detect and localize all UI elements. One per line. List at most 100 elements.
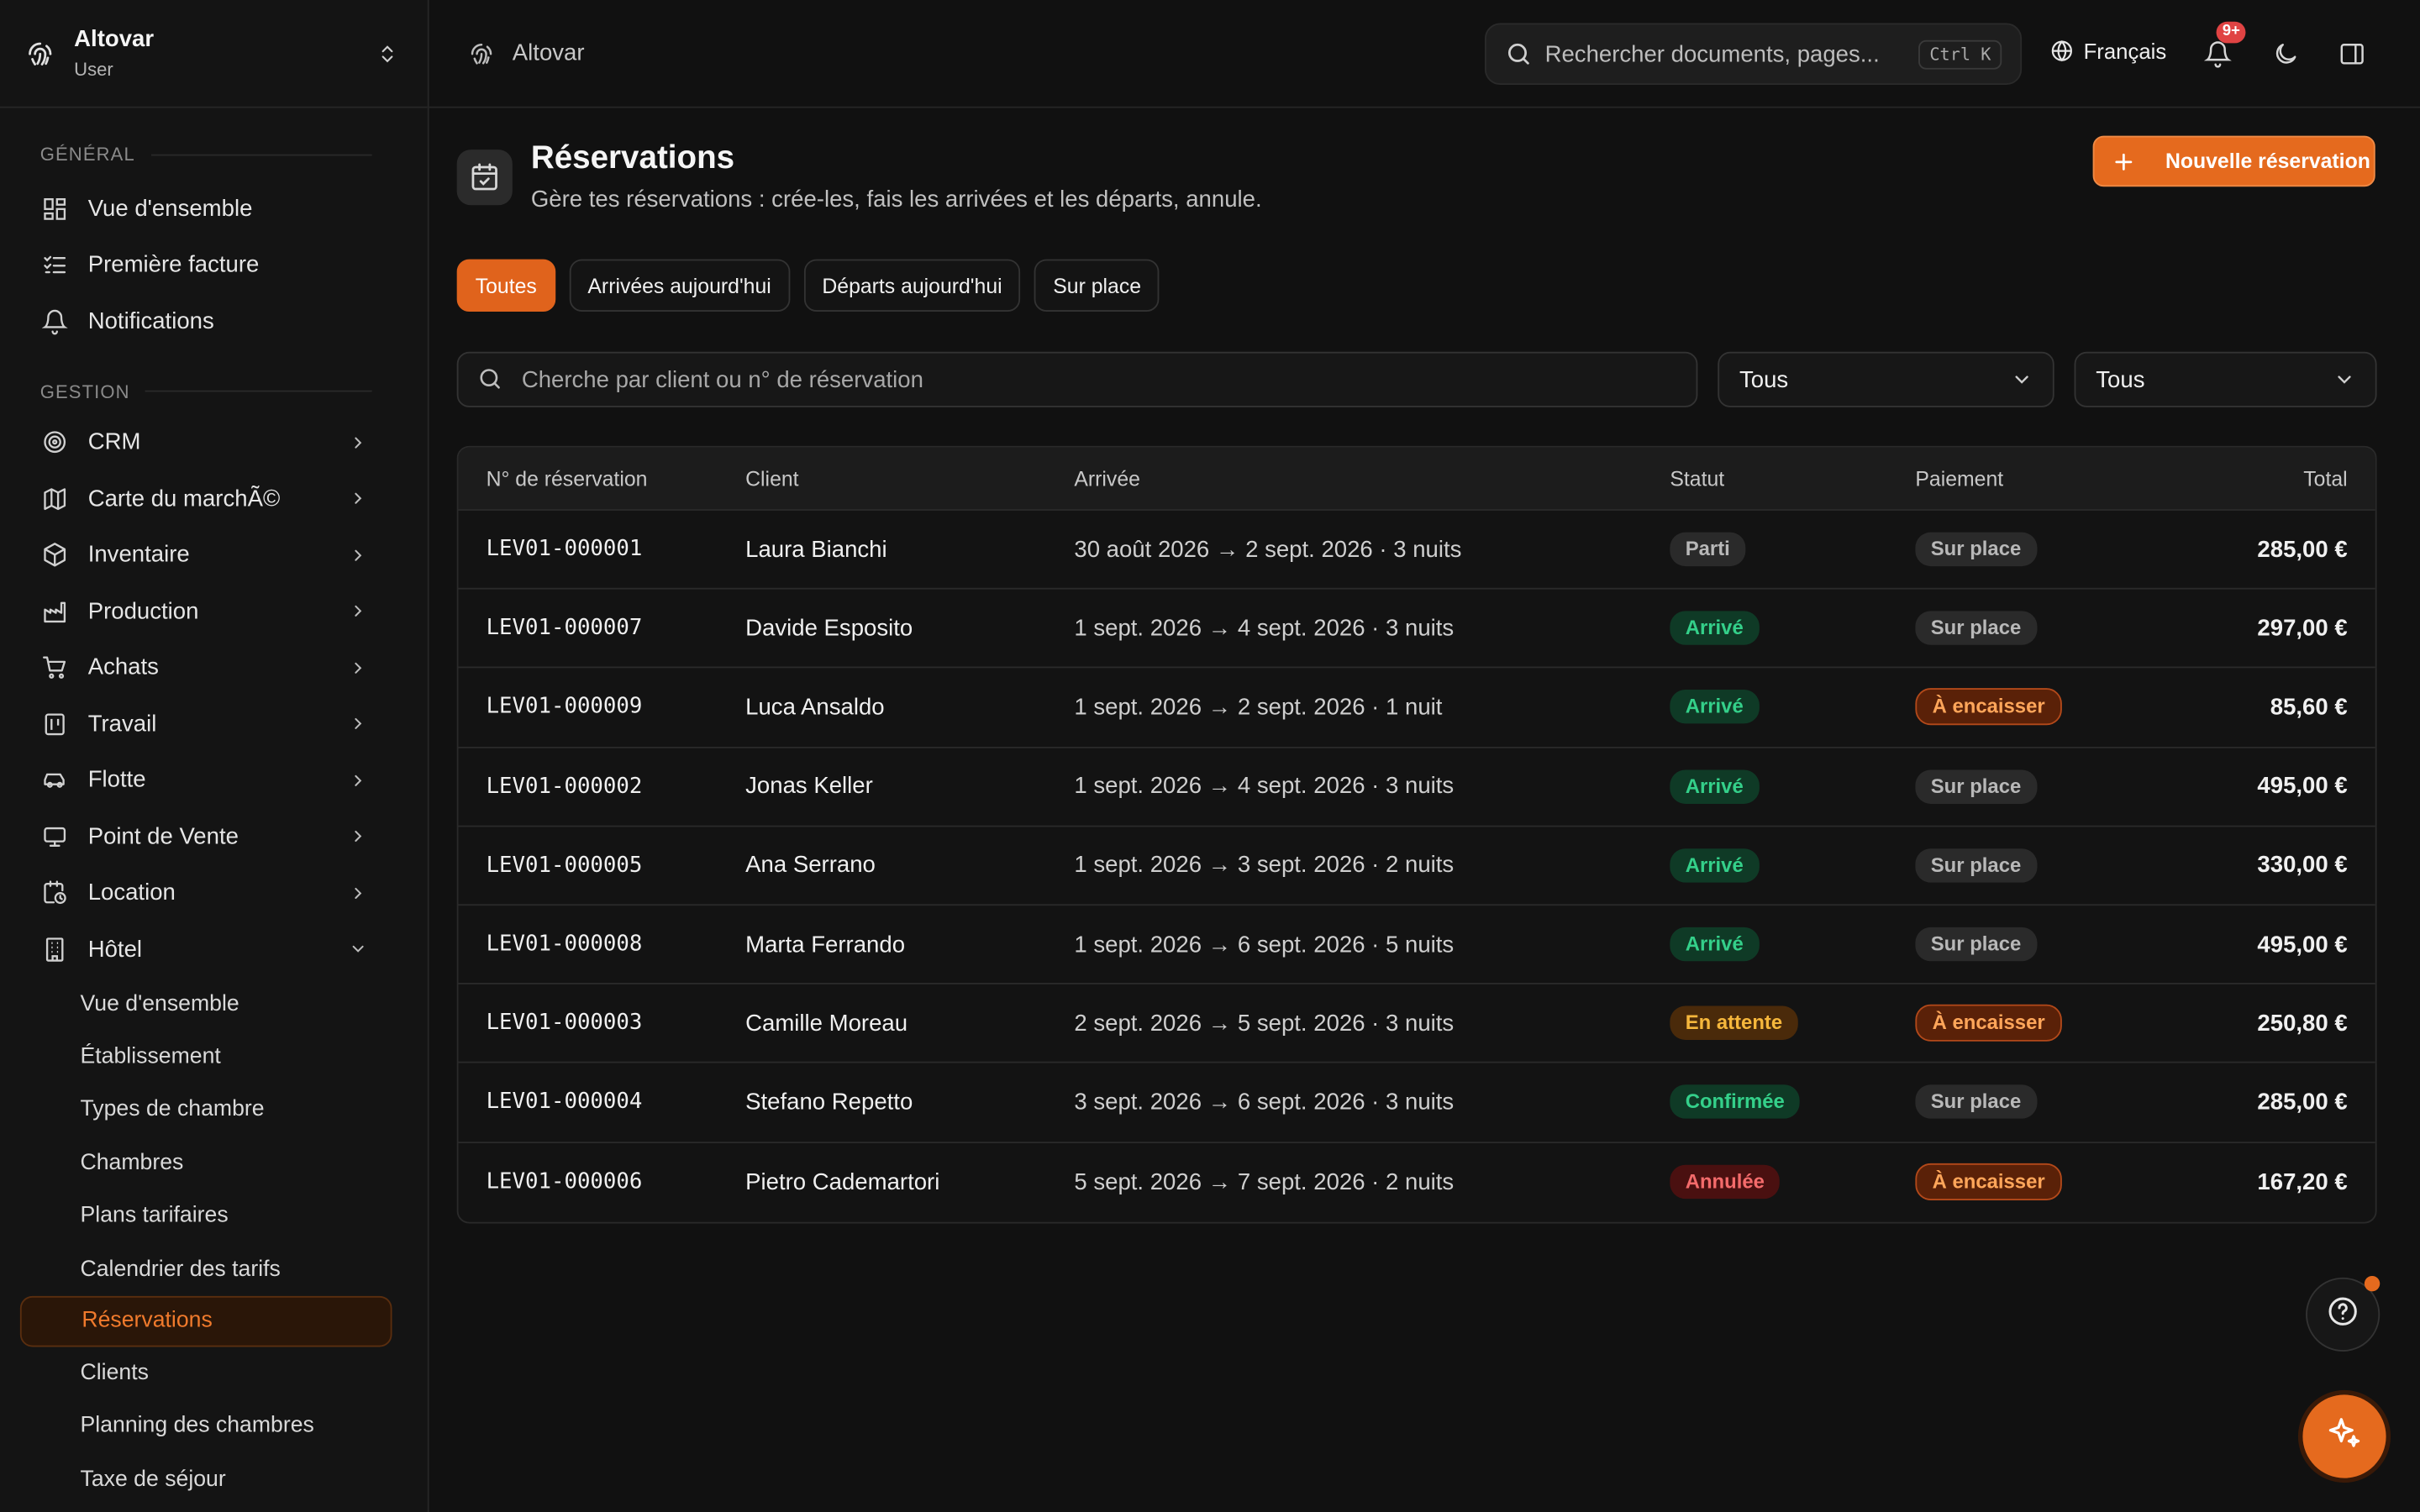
column-header-payment[interactable]: Paiement xyxy=(1915,466,2004,491)
reservation-id[interactable]: LEV01-000008 xyxy=(486,932,643,957)
box-icon xyxy=(40,541,68,569)
nav-production[interactable]: Production xyxy=(0,583,428,639)
tab-in-house[interactable]: Sur place xyxy=(1034,259,1160,312)
tab-all[interactable]: Toutes xyxy=(456,259,555,312)
column-header-total[interactable]: Total xyxy=(2303,466,2348,491)
payment-cell: Sur place xyxy=(1915,769,2162,804)
table-row[interactable]: LEV01-000001 Laura Bianchi 30 août 2026 → … xyxy=(458,511,2375,590)
sub-item-hotel-overview[interactable]: Vue d'ensemble xyxy=(80,991,239,1016)
status-filter-select[interactable]: Tous xyxy=(1718,351,2054,407)
chevron-right-icon xyxy=(347,657,369,679)
help-indicator-dot xyxy=(2364,1275,2381,1292)
nav-inventory[interactable]: Inventaire xyxy=(0,527,428,583)
nav-crm[interactable]: CRM xyxy=(0,414,428,470)
chevron-right-icon xyxy=(347,601,369,622)
payment-badge: À encaisser xyxy=(1915,1163,2062,1201)
payment-badge: Sur place xyxy=(1915,927,2037,962)
workspace-switcher[interactable]: Altovar User xyxy=(0,0,428,108)
payment-badge: À encaisser xyxy=(1915,689,2062,727)
tab-departures-today[interactable]: Départs aujourd'hui xyxy=(803,259,1021,312)
nav-market-map[interactable]: Carte du marchÃ© xyxy=(0,470,428,527)
payment-badge: Sur place xyxy=(1915,532,2037,567)
table-row[interactable]: LEV01-000005 Ana Serrano 1 sept. 2026 → 3 … xyxy=(458,827,2375,906)
reservation-id[interactable]: LEV01-000002 xyxy=(486,774,643,799)
sub-item-room-types[interactable]: Types de chambre xyxy=(80,1097,265,1123)
nav-notifications[interactable]: Notifications xyxy=(0,293,428,349)
reservation-id[interactable]: LEV01-000004 xyxy=(486,1089,643,1115)
total-amount: 85,60 € xyxy=(2270,694,2348,721)
nav-overview[interactable]: Vue d'ensemble xyxy=(0,181,428,237)
nav-fleet[interactable]: Flotte xyxy=(0,752,428,808)
language-selector[interactable]: Français xyxy=(2049,39,2166,63)
column-header-status[interactable]: Statut xyxy=(1670,466,1725,491)
table-row[interactable]: LEV01-000009 Luca Ansaldo 1 sept. 2026 → 2… xyxy=(458,669,2375,748)
chevron-down-icon xyxy=(347,938,369,960)
chevron-right-icon xyxy=(347,432,369,454)
table-row[interactable]: LEV01-000006 Pietro Cademartori 5 sept. 20… xyxy=(459,1142,2375,1221)
nav-work[interactable]: Travail xyxy=(0,696,428,752)
sub-item-rate-plans[interactable]: Plans tarifaires xyxy=(80,1204,229,1229)
tab-arrivals-today[interactable]: Arrivées aujourd'hui xyxy=(569,259,790,312)
bell-icon[interactable] xyxy=(2202,39,2233,70)
sub-item-rate-calendar[interactable]: Calendrier des tarifs xyxy=(80,1257,281,1282)
table-row[interactable]: LEV01-000003 Camille Moreau 2 sept. 2026 →… xyxy=(458,984,2375,1064)
client-name: Stefano Repetto xyxy=(745,1089,913,1116)
globe-icon xyxy=(2049,39,2074,63)
table-row[interactable]: LEV01-000002 Jonas Keller 1 sept. 2026 → 4… xyxy=(458,748,2375,827)
sub-item-establishment[interactable]: Établissement xyxy=(80,1044,221,1070)
fingerprint-icon xyxy=(468,39,496,67)
status-badge: Parti xyxy=(1670,532,1746,567)
nav-label: Première facture xyxy=(87,251,260,279)
status-badge: Arrivé xyxy=(1670,611,1760,646)
search-icon xyxy=(477,365,505,393)
reservation-search-input[interactable]: Cherche par client ou n° de réservation xyxy=(456,351,1698,407)
stay-dates: 2 sept. 2026 → 5 sept. 2026 · 3 nuits xyxy=(1074,1010,1455,1037)
table-row[interactable]: LEV01-000004 Stefano Repetto 3 sept. 2026 … xyxy=(458,1063,2375,1143)
ai-assistant-button[interactable] xyxy=(2302,1394,2386,1478)
nav-label: Achats xyxy=(87,654,159,681)
stay-dates: 1 sept. 2026 → 3 sept. 2026 · 2 nuits xyxy=(1074,852,1455,879)
payment-cell: Sur place xyxy=(1915,532,2162,567)
nav-rental[interactable]: Location xyxy=(0,864,428,921)
help-circle-icon xyxy=(2326,1294,2360,1336)
nav-label: Production xyxy=(87,598,199,625)
nav-purchases[interactable]: Achats xyxy=(0,639,428,696)
table-row[interactable]: LEV01-000008 Marta Ferrando 1 sept. 2026 →… xyxy=(458,906,2375,985)
nav-label: Notifications xyxy=(87,307,214,335)
reservation-id[interactable]: LEV01-000003 xyxy=(486,1011,643,1036)
table-row[interactable]: LEV01-000007 Davide Esposito 1 sept. 2026 … xyxy=(458,590,2375,669)
reservation-id[interactable]: LEV01-000009 xyxy=(486,695,643,720)
nav-point-of-sale[interactable]: Point de Vente xyxy=(0,808,428,864)
global-search[interactable]: Rechercher documents, pages... Ctrl K xyxy=(1484,23,2023,86)
sub-item-reservations[interactable]: Réservations xyxy=(19,1295,392,1347)
nav-first-invoice[interactable]: Première facture xyxy=(0,237,428,293)
status-cell: Annulée xyxy=(1670,1164,1915,1200)
payment-badge: Sur place xyxy=(1915,769,2037,804)
column-header-client[interactable]: Client xyxy=(745,466,799,491)
total-amount: 285,00 € xyxy=(2257,1089,2348,1116)
chevron-right-icon xyxy=(347,544,369,566)
column-header-id[interactable]: N° de réservation xyxy=(486,466,648,491)
panel-toggle-icon[interactable] xyxy=(2337,39,2368,70)
moon-icon[interactable] xyxy=(2270,39,2302,70)
sub-item-tourist-tax[interactable]: Taxe de séjour xyxy=(80,1467,226,1492)
reservation-id[interactable]: LEV01-000007 xyxy=(486,616,643,641)
page-title: Réservations xyxy=(530,140,735,176)
payment-cell: À encaisser xyxy=(1915,1005,2162,1042)
table-header: N° de réservation Client Arrivée Statut … xyxy=(458,447,2375,511)
reservation-id[interactable]: LEV01-000006 xyxy=(486,1169,643,1194)
status-cell: Arrivé xyxy=(1670,927,1915,962)
nav-hotel[interactable]: Hôtel xyxy=(0,921,428,978)
status-badge: Arrivé xyxy=(1670,927,1760,962)
total-amount: 285,00 € xyxy=(2257,536,2348,563)
reservation-id[interactable]: LEV01-000001 xyxy=(486,537,643,562)
sub-item-room-planning[interactable]: Planning des chambres xyxy=(80,1414,314,1439)
column-header-arrival[interactable]: Arrivée xyxy=(1074,466,1140,491)
payment-badge: À encaisser xyxy=(1915,1005,2062,1042)
payment-filter-select[interactable]: Tous xyxy=(2074,351,2377,407)
new-reservation-button[interactable]: Nouvelle réservation xyxy=(2092,135,2375,187)
sub-item-rooms[interactable]: Chambres xyxy=(80,1150,184,1176)
reservation-id[interactable]: LEV01-000005 xyxy=(486,853,643,878)
breadcrumb[interactable]: Altovar xyxy=(468,39,585,67)
sub-item-clients[interactable]: Clients xyxy=(80,1361,149,1386)
